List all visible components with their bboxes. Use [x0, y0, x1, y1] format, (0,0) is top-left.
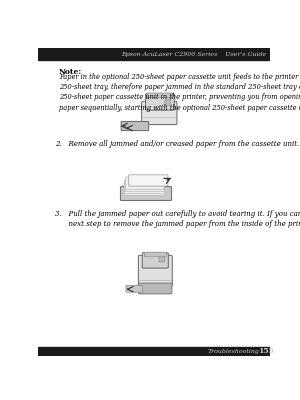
FancyBboxPatch shape: [125, 177, 164, 190]
Text: Epson AcuLaser C2900 Series    User's Guide: Epson AcuLaser C2900 Series User's Guide: [121, 52, 266, 57]
FancyBboxPatch shape: [126, 286, 142, 292]
FancyBboxPatch shape: [124, 181, 164, 194]
FancyBboxPatch shape: [120, 186, 172, 200]
Text: 3.   Pull the jammed paper out carefully to avoid tearing it. If you cannot remo: 3. Pull the jammed paper out carefully t…: [55, 210, 300, 228]
Text: 2.   Remove all jammed and/or creased paper from the cassette unit.: 2. Remove all jammed and/or creased pape…: [55, 140, 299, 148]
FancyBboxPatch shape: [124, 182, 165, 195]
Text: Note:: Note:: [59, 68, 82, 76]
FancyBboxPatch shape: [129, 175, 168, 186]
Text: Troubleshooting: Troubleshooting: [208, 349, 260, 354]
FancyBboxPatch shape: [165, 100, 171, 106]
FancyBboxPatch shape: [121, 122, 149, 131]
FancyBboxPatch shape: [142, 253, 168, 268]
FancyBboxPatch shape: [148, 93, 172, 98]
Text: 155: 155: [258, 347, 274, 355]
FancyBboxPatch shape: [146, 94, 174, 110]
Text: Paper in the optional 250-sheet paper cassette unit feeds to the printer from th: Paper in the optional 250-sheet paper ca…: [59, 73, 300, 112]
Bar: [38, 48, 270, 60]
FancyBboxPatch shape: [138, 255, 172, 286]
FancyBboxPatch shape: [139, 283, 172, 294]
Bar: [38, 347, 270, 356]
FancyBboxPatch shape: [144, 252, 166, 257]
FancyBboxPatch shape: [142, 101, 177, 125]
FancyBboxPatch shape: [125, 179, 164, 192]
FancyBboxPatch shape: [159, 257, 165, 262]
